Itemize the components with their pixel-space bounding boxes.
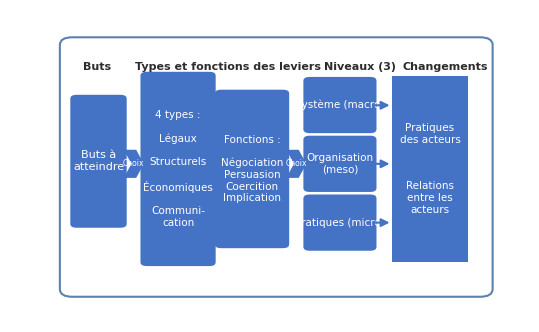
Text: Système (macro): Système (macro): [295, 100, 384, 110]
Text: Niveaux (3): Niveaux (3): [324, 62, 396, 72]
Polygon shape: [124, 150, 144, 178]
Text: Types et fonctions des leviers: Types et fonctions des leviers: [135, 62, 321, 72]
Text: Changements: Changements: [403, 62, 488, 72]
FancyBboxPatch shape: [392, 76, 467, 262]
Text: Fonctions :

Négociation
Persuasion
Coercition
Implication: Fonctions : Négociation Persuasion Coerc…: [221, 135, 283, 203]
FancyBboxPatch shape: [70, 95, 127, 228]
Text: Pratiques (micro): Pratiques (micro): [295, 217, 385, 228]
FancyBboxPatch shape: [303, 195, 377, 251]
FancyBboxPatch shape: [303, 77, 377, 133]
FancyBboxPatch shape: [215, 90, 289, 248]
Text: 4 types :

Légaux

Structurels

Économiques

Communi-
cation: 4 types : Légaux Structurels Économiques…: [143, 110, 213, 228]
Text: Buts: Buts: [84, 62, 112, 72]
Text: Pratiques
des acteurs



Relations
entre les
acteurs: Pratiques des acteurs Relations entre le…: [399, 124, 460, 214]
Text: Organisation
(meso): Organisation (meso): [306, 153, 374, 175]
FancyBboxPatch shape: [141, 72, 216, 266]
FancyBboxPatch shape: [60, 37, 493, 297]
Text: Buts à
atteindre: Buts à atteindre: [73, 150, 124, 172]
Text: Choix: Choix: [123, 159, 144, 168]
Polygon shape: [286, 150, 306, 178]
Text: Choix: Choix: [286, 159, 307, 168]
FancyBboxPatch shape: [303, 136, 377, 192]
